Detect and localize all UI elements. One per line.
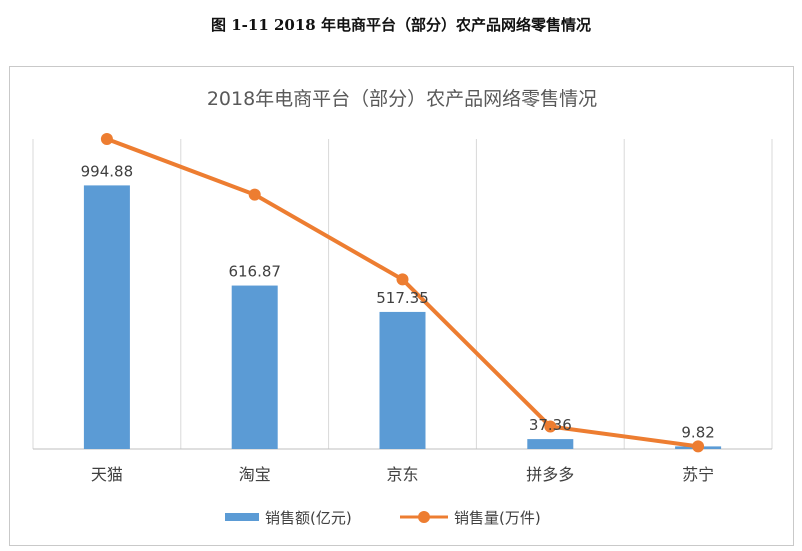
legend: 销售额(亿元) 销售量(万件) <box>225 509 541 527</box>
legend-bar-label: 销售额(亿元) <box>265 509 352 527</box>
x-tick-label-4: 苏宁 <box>682 465 714 484</box>
x-tick-label-1: 淘宝 <box>239 465 271 484</box>
data-label-3: 37.36 <box>529 416 572 434</box>
data-label-4: 9.82 <box>681 423 714 441</box>
data-label-2: 517.35 <box>376 289 429 307</box>
x-tick-label-3: 拼多多 <box>526 465 574 484</box>
line-point-4 <box>692 440 705 453</box>
x-tick-label-0: 天猫 <box>91 465 123 484</box>
bar-2 <box>379 311 426 449</box>
data-label-0: 994.88 <box>81 162 134 180</box>
legend-line-label: 销售量(万件) <box>454 509 541 527</box>
figure-caption: 图 1-11 2018 年电商平台（部分）农产品网络零售情况 <box>211 16 591 34</box>
x-tick-labels: 天猫 淘宝 京东 拼多多 苏宁 <box>91 465 714 484</box>
bar-0 <box>83 185 130 449</box>
chart-svg: 2018年电商平台（部分）农产品网络零售情况 994.88 616.87 517.3… <box>32 88 773 527</box>
bar-series <box>83 185 722 449</box>
line-point-3 <box>544 420 557 433</box>
x-tick-label-2: 京东 <box>386 465 418 484</box>
line-point-2 <box>396 273 409 286</box>
grid-lines <box>32 139 773 449</box>
legend-bar-swatch <box>225 513 259 521</box>
bar-3 <box>527 439 574 449</box>
bar-1 <box>231 285 278 449</box>
line-series <box>100 133 705 453</box>
line-point-1 <box>248 188 261 201</box>
chart-title: 2018年电商平台（部分）农产品网络零售情况 <box>207 88 597 110</box>
data-label-1: 616.87 <box>228 263 281 281</box>
chart-frame: 2018年电商平台（部分）农产品网络零售情况 994.88 616.87 517.3… <box>9 66 794 546</box>
data-labels: 994.88 616.87 517.35 37.36 9.82 <box>81 162 715 441</box>
line-point-0 <box>100 133 113 145</box>
legend-line-marker <box>418 511 430 523</box>
